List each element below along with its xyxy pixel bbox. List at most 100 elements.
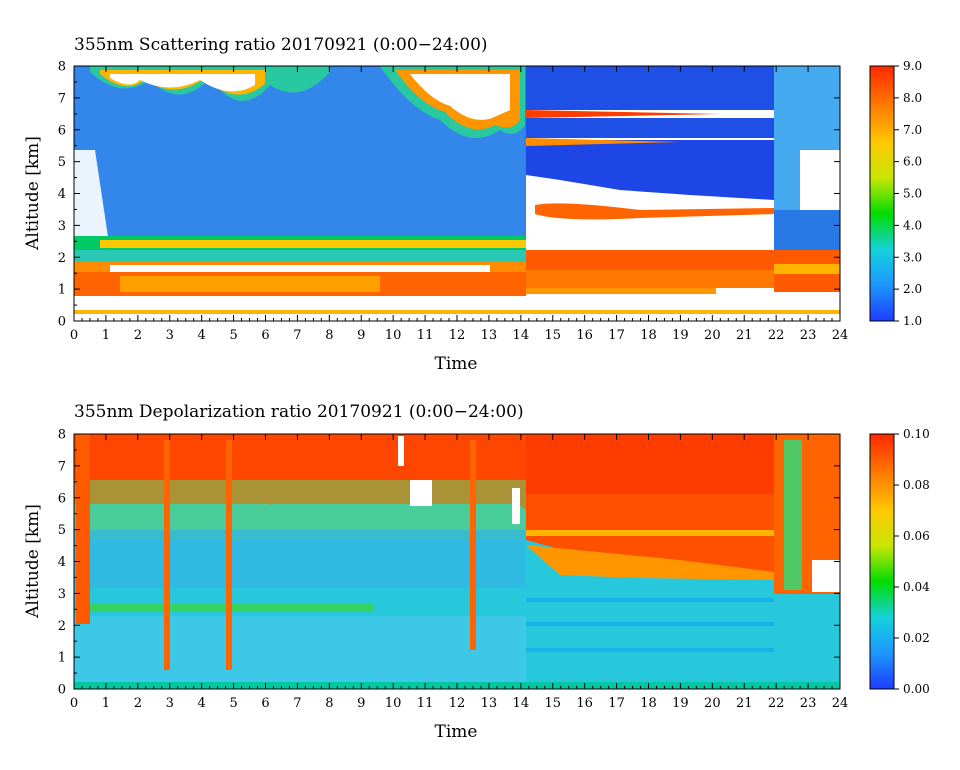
depolarization-ratio-colorbar: 0.00 0.02 0.04 0.06 0.08 0.10 [869, 427, 930, 696]
y-tick-label: 7 [58, 459, 66, 474]
scattering-ratio-colorbar-ticks: 1.0 2.0 3.0 4.0 5.0 6.0 7.0 8.0 9.0 [894, 59, 922, 328]
x-tick-label: 15 [544, 328, 561, 343]
x-tick-label: 16 [576, 696, 593, 711]
x-tick-label: 23 [800, 328, 817, 343]
x-tick-label: 8 [325, 328, 333, 343]
x-tick-label: 7 [293, 328, 301, 343]
y-tick-label: 4 [58, 187, 66, 202]
x-tick-label: 5 [229, 696, 237, 711]
x-tick-label: 4 [198, 696, 206, 711]
x-tick-label: 19 [672, 696, 689, 711]
colorbar-tick-label: 0.10 [903, 427, 930, 441]
colorbar-tick-label: 0.00 [903, 682, 930, 696]
y-tick-label: 3 [58, 219, 66, 234]
x-tick-label: 11 [417, 696, 434, 711]
scattering-ratio-y-axis-label: Altitude [km] [23, 136, 43, 251]
scattering-ratio-panel: 355nm Scattering ratio 20170921 (0:00−24… [23, 35, 922, 374]
scattering-ratio-colorbar: 1.0 2.0 3.0 4.0 5.0 6.0 7.0 8.0 9.0 [869, 59, 922, 328]
x-tick-label: 17 [608, 328, 625, 343]
y-tick-label: 4 [58, 555, 66, 570]
colorbar-tick-label: 0.04 [903, 580, 930, 594]
colorbar-tick-label: 4.0 [903, 218, 922, 232]
colorbar-tick-label: 0.08 [903, 478, 930, 492]
y-tick-label: 5 [58, 523, 66, 538]
colorbar-tick-label: 6.0 [903, 155, 922, 169]
x-tick-label: 22 [768, 328, 785, 343]
x-tick-label: 7 [293, 696, 301, 711]
x-tick-label: 3 [166, 328, 174, 343]
x-tick-label: 9 [357, 328, 365, 343]
colorbar-tick-label: 7.0 [903, 123, 922, 137]
y-tick-label: 6 [58, 123, 66, 138]
x-tick-label: 24 [832, 696, 849, 711]
colorbar-tick-label: 3.0 [903, 250, 922, 264]
x-tick-label: 15 [544, 696, 561, 711]
x-tick-label: 23 [800, 696, 817, 711]
x-tick-label: 20 [704, 696, 721, 711]
x-tick-label: 21 [736, 328, 753, 343]
x-tick-label: 14 [513, 696, 530, 711]
y-tick-label: 8 [58, 428, 66, 443]
colorbar-tick-label: 8.0 [903, 91, 922, 105]
x-tick-label: 14 [513, 328, 530, 343]
y-tick-label: 3 [58, 587, 66, 602]
y-tick-label: 2 [58, 619, 66, 634]
colorbar-tick-label: 2.0 [903, 282, 922, 296]
depolarization-ratio-x-axis-label: Time [435, 722, 478, 742]
x-tick-label: 16 [576, 328, 593, 343]
x-tick-label: 13 [481, 328, 498, 343]
y-tick-label: 2 [58, 251, 66, 266]
x-tick-label: 12 [449, 328, 466, 343]
x-tick-label: 2 [134, 696, 142, 711]
x-tick-label: 13 [481, 696, 498, 711]
x-tick-label: 1 [102, 328, 110, 343]
x-tick-label: 6 [261, 696, 269, 711]
scattering-ratio-title: 355nm Scattering ratio 20170921 (0:00−24… [74, 35, 488, 55]
x-tick-label: 0 [70, 696, 78, 711]
y-tick-label: 0 [58, 683, 66, 698]
colorbar-tick-label: 5.0 [903, 187, 922, 201]
colorbar-tick-label: 1.0 [903, 314, 922, 328]
y-tick-label: 1 [58, 283, 66, 298]
colorbar-tick-label: 0.06 [903, 529, 930, 543]
depolarization-ratio-y-ticks: 0 1 2 3 4 5 6 7 8 [58, 428, 840, 698]
x-tick-label: 8 [325, 696, 333, 711]
colorbar-tick-label: 0.02 [903, 631, 930, 645]
x-tick-label: 11 [417, 328, 434, 343]
scattering-ratio-heatmap [74, 66, 840, 321]
x-tick-label: 4 [198, 328, 206, 343]
y-tick-label: 8 [58, 60, 66, 75]
x-tick-label: 0 [70, 328, 78, 343]
x-tick-label: 9 [357, 696, 365, 711]
x-tick-label: 19 [672, 328, 689, 343]
x-tick-label: 6 [261, 328, 269, 343]
x-tick-label: 21 [736, 696, 753, 711]
x-tick-label: 24 [832, 328, 849, 343]
x-tick-label: 10 [385, 328, 402, 343]
depolarization-ratio-colorbar-gradient [869, 433, 895, 690]
x-tick-label: 3 [166, 696, 174, 711]
colorbar-tick-label: 9.0 [903, 59, 922, 73]
y-tick-label: 7 [58, 91, 66, 106]
x-tick-label: 20 [704, 328, 721, 343]
x-tick-label: 12 [449, 696, 466, 711]
x-tick-label: 5 [229, 328, 237, 343]
scattering-ratio-y-ticks: 0 1 2 3 4 5 6 7 8 [58, 60, 840, 330]
depolarization-ratio-y-axis-label: Altitude [km] [23, 504, 43, 619]
scattering-ratio-x-ticks: 0 1 2 3 4 5 6 7 8 9 10 11 12 13 14 15 16 17 18 19 20 21 22 23 24 [70, 66, 848, 343]
y-tick-label: 6 [58, 491, 66, 506]
x-tick-label: 18 [640, 696, 657, 711]
depolarization-ratio-colorbar-ticks: 0.00 0.02 0.04 0.06 0.08 0.10 [894, 427, 930, 696]
x-tick-label: 2 [134, 328, 142, 343]
x-tick-label: 1 [102, 696, 110, 711]
depolarization-ratio-panel: 355nm Depolarization ratio 20170921 (0:0… [23, 402, 930, 742]
scattering-ratio-x-axis-label: Time [435, 354, 478, 374]
y-tick-label: 5 [58, 155, 66, 170]
y-tick-label: 0 [58, 315, 66, 330]
y-tick-label: 1 [58, 651, 66, 666]
x-tick-label: 17 [608, 696, 625, 711]
x-tick-label: 10 [385, 696, 402, 711]
x-tick-label: 22 [768, 696, 785, 711]
depolarization-ratio-heatmap [74, 434, 840, 689]
